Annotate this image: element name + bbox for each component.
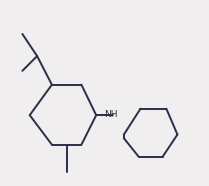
Text: NH: NH <box>104 110 118 119</box>
